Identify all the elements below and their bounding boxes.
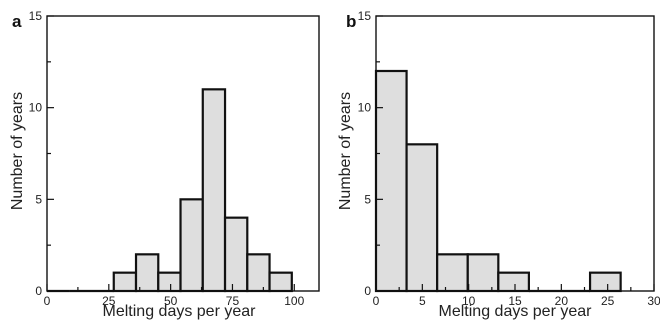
panel-a-plot-frame (46, 15, 320, 292)
panel-a-x-tick-label: 0 (44, 294, 51, 308)
panel-a-bar (179, 198, 204, 293)
panel-b-bar (497, 271, 531, 293)
panel-a-ticks: 0 25 50 75 100 0 5 10 15 (29, 9, 305, 308)
panel-b-x-tick-label: 0 (373, 294, 380, 308)
panel-a-x-tick-label: 25 (102, 294, 116, 308)
panel-a-x-axis-title: Melting days per year (103, 303, 257, 320)
panel-a-bar (134, 253, 160, 293)
panel-a-y-tick-label: 10 (29, 101, 43, 115)
panel-b-bar (466, 253, 500, 293)
panel-b-x-tick-label: 30 (647, 294, 660, 308)
panel-a-bar (246, 253, 271, 293)
panel-a: a Number of years Melting days per year … (9, 9, 320, 320)
panel-b: b Number of years Melting days per year … (337, 9, 660, 320)
panel-b-letter: b (346, 12, 356, 31)
panel-a-x-tick-label: 50 (164, 294, 178, 308)
panel-b-bar (374, 69, 408, 293)
panel-a-letter: a (12, 12, 22, 31)
panel-b-y-tick-label: 10 (358, 101, 372, 115)
panel-a-bar (223, 216, 249, 293)
panel-b-y-tick-label: 0 (364, 284, 371, 298)
panel-a-y-tick-label: 0 (35, 284, 42, 298)
panel-a-bar (157, 271, 182, 293)
panel-a-x-tick-label: 75 (226, 294, 240, 308)
panel-a-bars (47, 88, 293, 293)
panel-b-plot-frame (375, 15, 655, 292)
panel-b-bars (374, 69, 622, 293)
panel-a-y-tick-label: 5 (35, 192, 42, 206)
panel-b-bar (436, 253, 469, 293)
panel-a-bar (201, 88, 227, 293)
panel-b-x-tick-label: 20 (555, 294, 569, 308)
panel-b-x-tick-label: 10 (462, 294, 476, 308)
panel-b-x-tick-label: 5 (419, 294, 426, 308)
panel-b-y-tick-label: 15 (358, 9, 372, 23)
panel-b-bar (588, 271, 622, 293)
panel-a-x-tick-label: 100 (284, 294, 304, 308)
panel-a-bar (112, 271, 138, 293)
panel-b-y-axis-title: Number of years (337, 92, 354, 210)
panel-b-x-axis-title: Melting days per year (439, 303, 593, 320)
panel-b-x-tick-label: 15 (508, 294, 522, 308)
panel-b-bar (405, 143, 439, 293)
panel-a-y-tick-label: 15 (29, 9, 43, 23)
panel-a-bar (268, 271, 293, 293)
panel-b-y-tick-label: 5 (364, 192, 371, 206)
panel-b-x-tick-label: 25 (601, 294, 615, 308)
panel-a-y-axis-title: Number of years (9, 92, 26, 210)
